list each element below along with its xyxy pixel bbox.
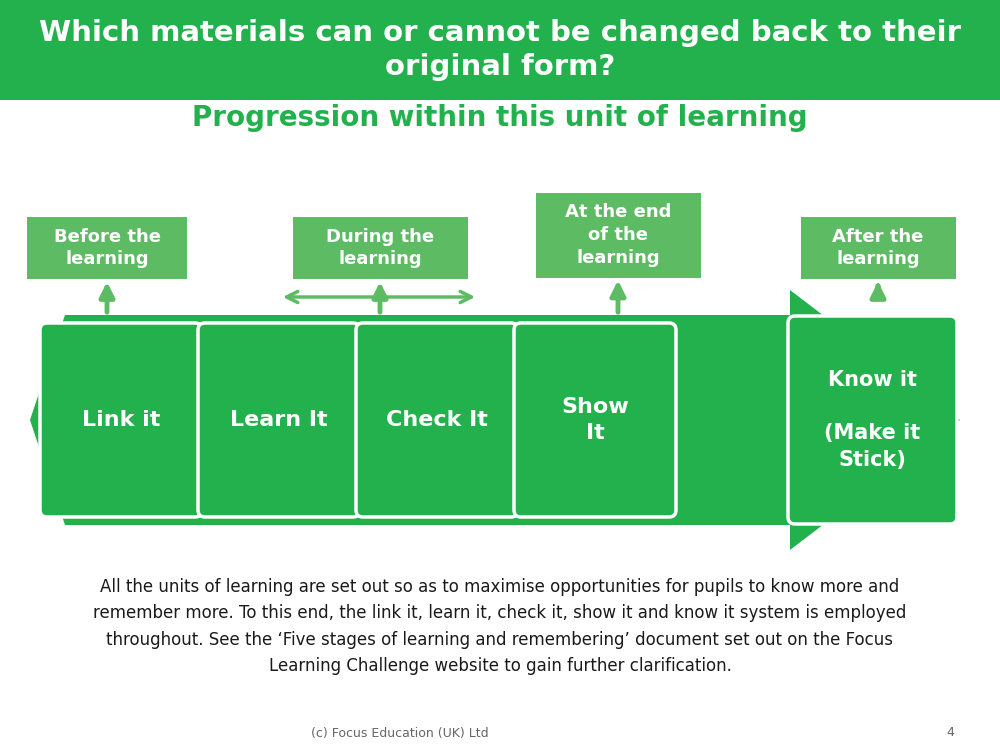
Text: 4: 4 <box>946 727 954 740</box>
FancyBboxPatch shape <box>356 323 518 517</box>
FancyBboxPatch shape <box>27 217 187 279</box>
Text: At the end
of the
learning: At the end of the learning <box>565 203 671 267</box>
Text: Learn It: Learn It <box>230 410 328 430</box>
Text: Show
It: Show It <box>561 397 629 443</box>
Text: (c) Focus Education (UK) Ltd: (c) Focus Education (UK) Ltd <box>311 727 489 740</box>
FancyBboxPatch shape <box>40 323 202 517</box>
Text: Before the
learning: Before the learning <box>54 227 160 268</box>
Text: Know it

(Make it
Stick): Know it (Make it Stick) <box>824 370 921 470</box>
FancyBboxPatch shape <box>800 217 956 279</box>
Text: During the
learning: During the learning <box>326 227 434 268</box>
FancyBboxPatch shape <box>514 323 676 517</box>
Text: Link it: Link it <box>82 410 160 430</box>
Text: After the
learning: After the learning <box>832 227 924 268</box>
FancyBboxPatch shape <box>788 316 957 524</box>
FancyBboxPatch shape <box>292 217 468 279</box>
Polygon shape <box>30 290 960 550</box>
Text: Check It: Check It <box>386 410 488 430</box>
FancyBboxPatch shape <box>198 323 360 517</box>
Text: Progression within this unit of learning: Progression within this unit of learning <box>192 104 808 132</box>
FancyBboxPatch shape <box>536 193 700 278</box>
Text: All the units of learning are set out so as to maximise opportunities for pupils: All the units of learning are set out so… <box>93 578 907 675</box>
Bar <box>0 0 1000 100</box>
Text: Which materials can or cannot be changed back to their
original form?: Which materials can or cannot be changed… <box>39 19 961 81</box>
